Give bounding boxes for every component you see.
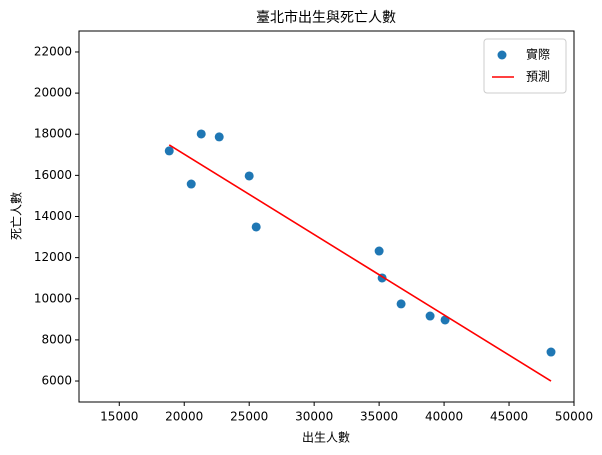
x-tick-label: 40000 xyxy=(425,410,463,424)
y-tick-label: 14000 xyxy=(34,209,72,223)
legend-marker xyxy=(497,50,507,60)
y-tick-label: 12000 xyxy=(34,250,72,264)
y-axis-label: 死亡人數 xyxy=(10,192,24,240)
x-tick-label: 35000 xyxy=(360,410,398,424)
scatter-point xyxy=(196,129,206,139)
scatter-point xyxy=(251,222,261,232)
regression-line xyxy=(168,144,552,382)
scatter-point xyxy=(164,146,174,156)
scatter-point xyxy=(396,299,406,309)
x-axis-label: 出生人數 xyxy=(302,431,350,445)
chart-title: 臺北市出生與死亡人數 xyxy=(256,9,396,26)
y-tick-label: 20000 xyxy=(34,86,72,100)
y-tick-label: 8000 xyxy=(41,332,72,346)
y-tick-label: 22000 xyxy=(34,44,72,58)
x-tick-label: 50000 xyxy=(555,410,593,424)
x-tick-label: 45000 xyxy=(490,410,528,424)
scatter-point xyxy=(374,246,384,256)
x-tick-label: 20000 xyxy=(165,410,203,424)
scatter-point xyxy=(214,132,224,142)
scatter-point xyxy=(546,347,556,357)
x-tick-label: 30000 xyxy=(295,410,333,424)
y-tick-label: 18000 xyxy=(34,127,72,141)
legend-label: 預測 xyxy=(526,70,550,84)
legend-box xyxy=(483,38,567,94)
y-tick-label: 6000 xyxy=(41,374,72,388)
scatter-point xyxy=(425,311,435,321)
scatter-point xyxy=(244,171,254,181)
legend-label: 實際 xyxy=(526,47,550,62)
y-tick-label: 16000 xyxy=(34,168,72,182)
y-tick-label: 10000 xyxy=(34,291,72,305)
x-tick-label: 25000 xyxy=(230,410,268,424)
scatter-point xyxy=(186,179,196,189)
x-tick-label: 15000 xyxy=(100,410,138,424)
